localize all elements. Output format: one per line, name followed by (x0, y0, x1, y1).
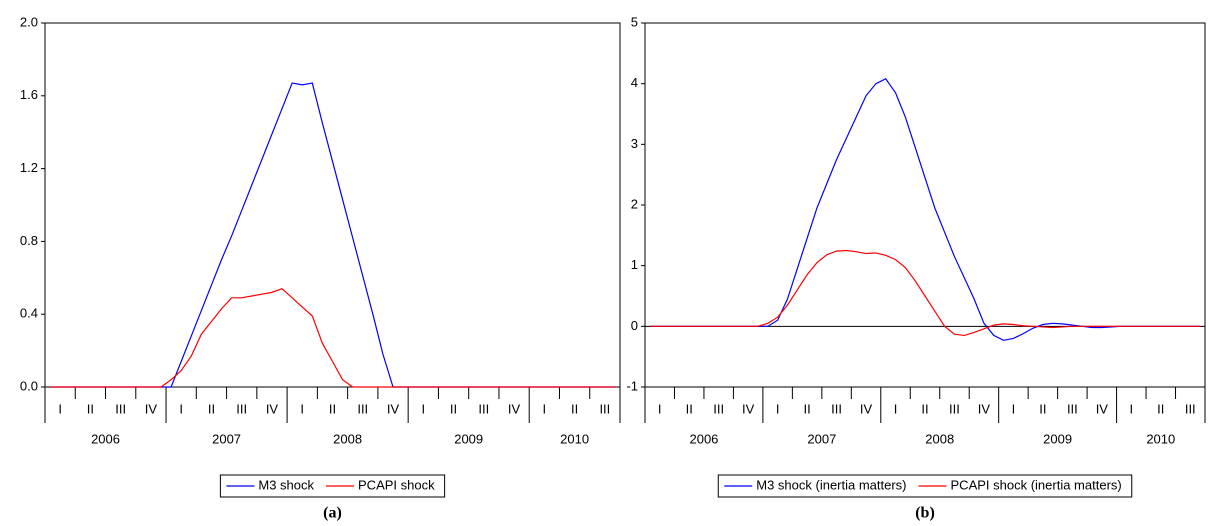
x-group-label: 2008 (925, 431, 954, 446)
y-tick-label: 1.6 (20, 87, 38, 102)
x-tick-label: III (1185, 401, 1196, 416)
y-tick-label: 1.2 (20, 160, 38, 175)
series-line (50, 288, 615, 388)
y-tick-label: 1 (631, 257, 638, 272)
x-group-label: 2008 (333, 431, 362, 446)
y-tick-label: 5 (631, 14, 638, 29)
x-tick-label: III (115, 401, 126, 416)
plot-frame (644, 22, 1206, 388)
x-tick-label: III (357, 401, 368, 416)
x-tick-label: II (1039, 401, 1046, 416)
x-group-label: 2007 (212, 431, 241, 446)
x-tick-label: IV (1096, 401, 1109, 416)
x-tick-label: II (208, 401, 215, 416)
x-tick-label: I (1130, 401, 1134, 416)
x-group-label: 2010 (560, 431, 589, 446)
x-tick-label: I (776, 401, 780, 416)
x-tick-label: II (571, 401, 578, 416)
x-group-label: 2006 (689, 431, 718, 446)
x-tick-label: II (921, 401, 928, 416)
y-tick-label: 0.0 (20, 378, 38, 393)
x-tick-label: IV (266, 401, 279, 416)
x-tick-label: III (236, 401, 247, 416)
x-tick-label: III (599, 401, 610, 416)
legend-label: PCAPI shock (inertia matters) (951, 477, 1122, 492)
x-tick-label: II (450, 401, 457, 416)
y-tick-label: -1 (626, 378, 638, 393)
x-tick-label: II (87, 401, 94, 416)
x-group-label: 2010 (1146, 431, 1175, 446)
y-tick-label: 2.0 (20, 14, 38, 29)
x-tick-label: III (831, 401, 842, 416)
y-tick-label: 0.8 (20, 233, 38, 248)
x-tick-label: IV (508, 401, 521, 416)
y-tick-label: 0 (631, 318, 638, 333)
x-tick-label: I (658, 401, 662, 416)
x-group-label: 2007 (807, 431, 836, 446)
x-tick-label: II (803, 401, 810, 416)
x-group-label: 2009 (1043, 431, 1072, 446)
x-tick-label: III (1067, 401, 1078, 416)
x-tick-label: II (329, 401, 336, 416)
y-tick-label: 3 (631, 136, 638, 151)
x-tick-label: I (543, 401, 547, 416)
x-tick-label: IV (978, 401, 991, 416)
x-tick-label: I (421, 401, 425, 416)
series-line (50, 82, 615, 388)
x-tick-label: IV (742, 401, 755, 416)
x-tick-label: I (1012, 401, 1016, 416)
x-tick-label: II (1157, 401, 1164, 416)
x-tick-label: IV (145, 401, 158, 416)
x-group-label: 2009 (454, 431, 483, 446)
legend-label: PCAPI shock (358, 477, 435, 492)
caption: (b) (915, 505, 935, 522)
x-tick-label: I (894, 401, 898, 416)
legend-label: M3 shock (inertia matters) (756, 477, 906, 492)
x-tick-label: III (478, 401, 489, 416)
x-tick-label: I (179, 401, 183, 416)
x-tick-label: I (58, 401, 62, 416)
x-tick-label: II (686, 401, 693, 416)
x-tick-label: IV (860, 401, 873, 416)
y-tick-label: 2 (631, 196, 638, 211)
x-tick-label: III (949, 401, 960, 416)
x-tick-label: IV (387, 401, 400, 416)
legend-label: M3 shock (258, 477, 314, 492)
y-tick-label: 4 (631, 75, 638, 90)
x-group-label: 2006 (91, 431, 120, 446)
series-line (649, 249, 1201, 337)
series-line (649, 78, 1201, 341)
caption: (a) (323, 505, 342, 522)
x-tick-label: III (713, 401, 724, 416)
x-tick-label: I (300, 401, 304, 416)
plot-frame (44, 22, 621, 388)
y-tick-label: 0.4 (20, 306, 38, 321)
